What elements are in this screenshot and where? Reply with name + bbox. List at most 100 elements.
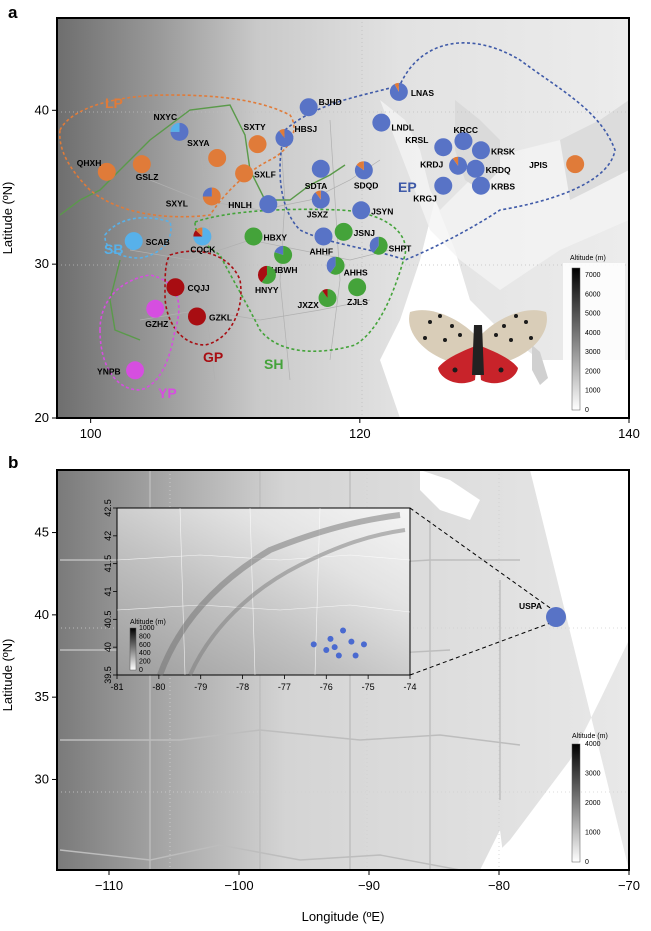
site-ahhf: AHHF xyxy=(309,227,333,256)
pie-slice xyxy=(274,245,293,264)
x-tick-label: 140 xyxy=(618,426,640,441)
site-label: NXYC xyxy=(153,112,177,122)
pie-slice xyxy=(372,113,391,132)
y-tick-label: 35 xyxy=(35,689,49,704)
pie-slice xyxy=(311,190,330,209)
site-gzkl: GZKL xyxy=(187,307,232,326)
pie-slice xyxy=(248,135,267,154)
pie-slice xyxy=(259,195,278,214)
pie-slice xyxy=(454,132,473,151)
y-tick-label: 40 xyxy=(35,607,49,622)
y-tick-label: 40 xyxy=(35,102,49,117)
site-krsl: KRSL xyxy=(405,135,453,157)
pie-slice xyxy=(187,307,206,326)
inset-y-tick-label: 41 xyxy=(103,586,113,596)
site-sxty: SXTY xyxy=(244,122,267,154)
x-tick-label: −90 xyxy=(358,878,380,893)
site-ahhs: AHHS xyxy=(326,256,368,278)
legend-b-title: Altitude (m) xyxy=(572,733,608,740)
y-tick-label: 20 xyxy=(35,410,49,425)
site-ynpb: YNPB xyxy=(97,361,145,380)
pie-slice xyxy=(566,155,585,174)
site-label: KRSK xyxy=(491,146,516,156)
legend-a-title: Altitude (m) xyxy=(570,255,606,262)
legend-b-tick: 2000 xyxy=(585,800,601,807)
pie-slice xyxy=(471,141,490,160)
legend-a-tick: 5000 xyxy=(585,311,601,318)
region-label-lp: LP xyxy=(105,95,123,111)
panel-a-ylabel: Latitude (ºN) xyxy=(0,182,15,255)
y-tick-label: 30 xyxy=(35,771,49,786)
inset-legend-tick: 200 xyxy=(139,659,151,666)
pie-slice xyxy=(471,176,490,195)
site-label: QHXH xyxy=(77,158,102,168)
pie-slice xyxy=(389,82,408,101)
site-label: JXZX xyxy=(298,300,320,310)
site-label: CQJJ xyxy=(187,283,209,293)
site-hbxy: HBXY xyxy=(244,227,287,246)
inset-sample-point xyxy=(335,652,342,659)
pie-slice xyxy=(354,161,373,180)
pie-slice xyxy=(261,265,276,284)
region-label-ep: EP xyxy=(398,179,417,195)
pie-slice xyxy=(315,190,321,200)
panel-b-letter: b xyxy=(8,453,18,472)
pie-slice xyxy=(97,162,116,181)
site-label: HBSJ xyxy=(294,124,317,134)
pie-slice xyxy=(166,278,185,297)
panel-a-map xyxy=(56,17,630,419)
site-sxlf: SXLF xyxy=(235,164,276,183)
pie-slice xyxy=(257,265,267,283)
site-label: SHPT xyxy=(389,244,412,254)
inset-y-tick-label: 40 xyxy=(103,642,113,652)
pie-slice xyxy=(311,159,330,178)
site-label: JPIS xyxy=(529,160,548,170)
region-label-sh: SH xyxy=(264,356,283,372)
site-label: KRBS xyxy=(491,182,515,192)
pie-slice xyxy=(146,299,165,318)
lanternfly-image xyxy=(409,310,547,384)
panel-b-xlabel: Longitude (ºE) xyxy=(302,909,385,924)
site-label: KRCC xyxy=(453,125,478,135)
inset-y-tick-label: 41.5 xyxy=(103,555,113,573)
site-jsnj: JSNJ xyxy=(334,222,375,241)
inset-legend-tick: 0 xyxy=(139,667,143,674)
site-krsk: KRSK xyxy=(471,141,516,160)
inset-sample-point xyxy=(348,638,355,645)
sample-sites-layer: NXYC QHXH GSLZ SXYA SXTY SXLF SXYL BJHD HBSJ LNAS… xyxy=(77,82,585,380)
x-tick-label: −100 xyxy=(224,878,253,893)
site-label: GZHZ xyxy=(145,319,168,329)
site-uspa-label: USPA xyxy=(519,601,542,611)
site-krgj: KRGJ xyxy=(413,176,453,204)
x-tick-label: −110 xyxy=(95,878,123,893)
region-label-yp: YP xyxy=(158,385,177,401)
site-lnas: LNAS xyxy=(389,82,434,101)
inset-sample-point xyxy=(310,641,317,648)
site-hbsj: HBSJ xyxy=(275,124,317,147)
site-sxya: SXYA xyxy=(187,138,227,167)
x-tick-label: 120 xyxy=(349,426,371,441)
inset-legend-title: Altitude (m) xyxy=(130,619,166,626)
pie-slice xyxy=(334,222,353,241)
inset-legend-tick: 400 xyxy=(139,650,151,657)
site-jsyn: JSYN xyxy=(352,201,393,220)
site-label: AHHF xyxy=(309,246,333,256)
altitude-legend-b: Altitude (m) 0 1000 2000 3000 4000 xyxy=(571,733,608,866)
region-label-sb: SB xyxy=(104,241,123,257)
site-jsxz: JSXZ xyxy=(307,190,330,220)
site-hbwh: HBWH xyxy=(271,245,298,275)
pie-slice xyxy=(356,161,364,171)
inset-sample-point xyxy=(327,635,334,642)
legend-b-tick: 4000 xyxy=(585,741,601,748)
x-tick-label: 100 xyxy=(80,426,102,441)
pie-slice xyxy=(124,232,143,251)
site-hnlh: HNLH xyxy=(228,195,278,214)
pie-slice xyxy=(126,361,145,380)
inset-y-tick-label: 40.5 xyxy=(103,611,113,629)
site-bjhd: BJHD xyxy=(299,97,342,117)
site-label: SXYA xyxy=(187,138,209,148)
inset-x-tick-label: -81 xyxy=(110,682,123,692)
